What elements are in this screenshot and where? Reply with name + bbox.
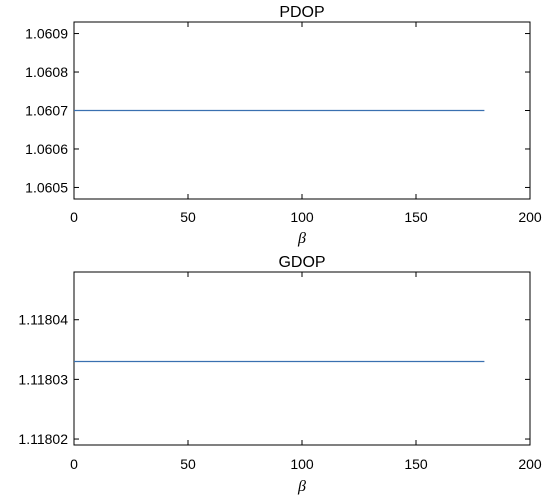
x-tick-label: 0 (70, 456, 78, 472)
y-axis: 1.11802 1.11803 1.11804 (18, 312, 530, 447)
x-axis-label: β (297, 230, 306, 247)
chart-gdop: GDOP 0 50 100 150 200 1.118021.118031.11804 … (18, 254, 541, 495)
x-tick-label: 100 (290, 456, 314, 472)
chart-pdop: PDOP 0 50 100 150 200 1.06051.06061.06071.06… (25, 4, 542, 247)
x-tick-label: 200 (518, 456, 542, 472)
x-tick-label: 150 (404, 456, 428, 472)
y-tick-label: 1.11803 (18, 371, 68, 387)
x-tick-label: 100 (290, 209, 314, 225)
x-axis-label: β (297, 478, 306, 495)
x-axis: 0 50 100 150 200 (70, 22, 542, 225)
x-tick-label: 50 (180, 209, 196, 225)
x-axis: 0 50 100 150 200 (70, 272, 542, 472)
chart-title: PDOP (279, 4, 324, 21)
y-tick-label: 1.0608 (25, 64, 68, 80)
y-axis: 1.0605 1.0606 1.0607 1.0608 1.0609 (25, 26, 530, 195)
y-tick-label: 1.0605 (25, 179, 68, 195)
chart-title: GDOP (278, 254, 325, 271)
x-tick-label: 0 (70, 209, 78, 225)
y-tick-label: 1.11802 (18, 431, 68, 447)
plot-area (73, 271, 531, 446)
x-tick-label: 150 (404, 209, 428, 225)
y-tick-label: 1.11804 (18, 312, 68, 328)
x-tick-label: 50 (180, 456, 196, 472)
y-tick-label: 1.0607 (25, 103, 68, 119)
y-tick-label: 1.0606 (25, 141, 68, 157)
y-tick-label: 1.0609 (25, 26, 68, 42)
x-tick-label: 200 (518, 209, 542, 225)
